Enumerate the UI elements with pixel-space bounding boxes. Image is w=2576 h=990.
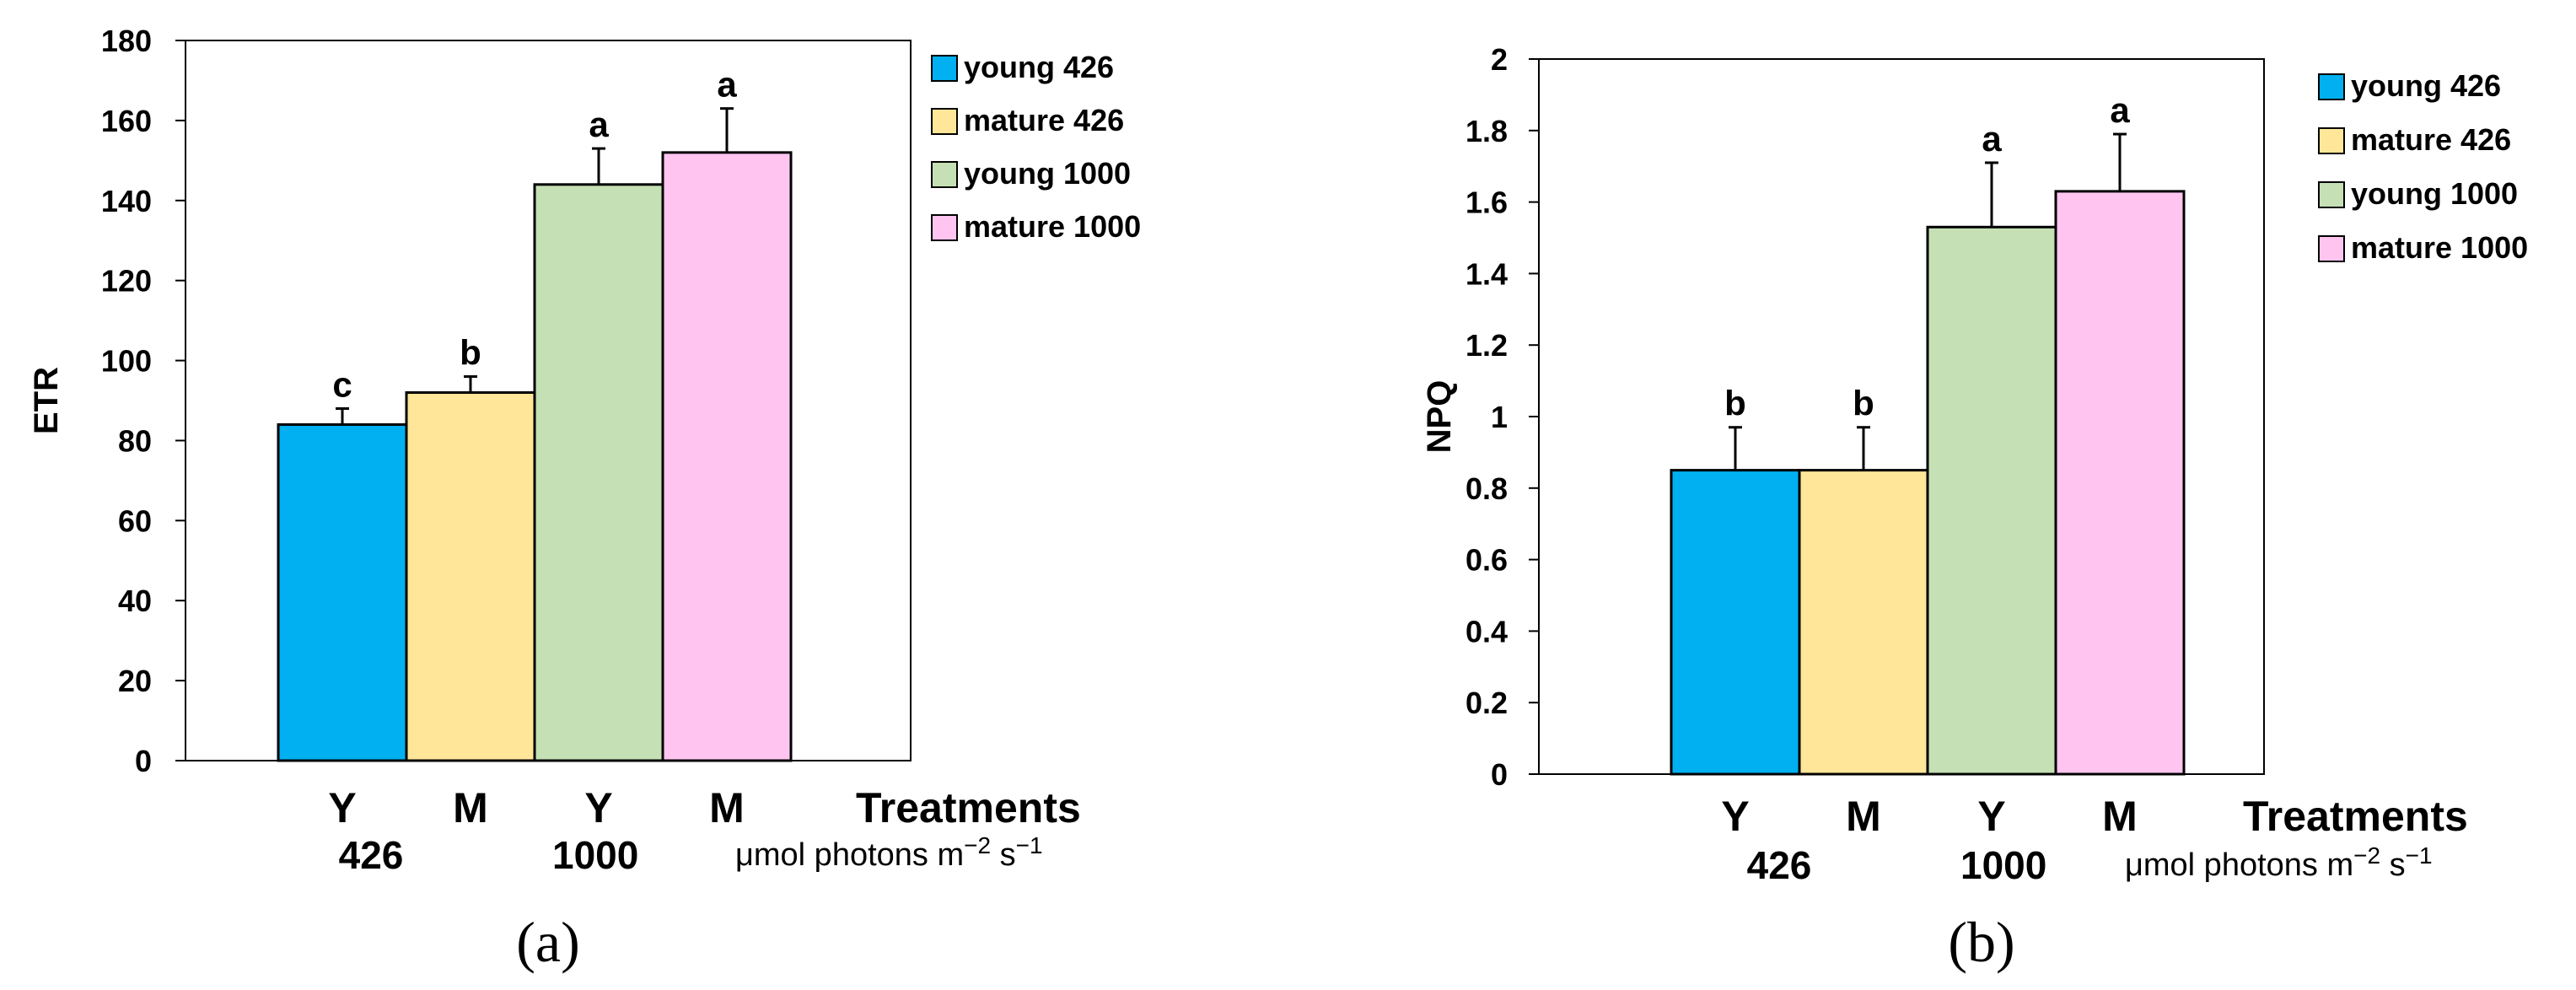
bar xyxy=(1670,469,1801,776)
y-axis-label: NPQ xyxy=(1421,380,1458,454)
unit-part: μmol photons m xyxy=(735,837,964,873)
y-tick-label: 0.6 xyxy=(1465,543,1508,578)
significance-label: a xyxy=(2110,90,2130,130)
unit-label: μmol photons m−2 s−1 xyxy=(735,832,1043,873)
y-tick-label: 1.6 xyxy=(1465,186,1508,220)
y-tick-label: 1.8 xyxy=(1465,114,1508,148)
legend-swatch xyxy=(931,161,958,188)
legend-label: young 426 xyxy=(2351,68,2501,103)
bar xyxy=(661,151,793,762)
significance-label: b xyxy=(1853,384,1874,423)
y-tick-label: 180 xyxy=(101,24,152,58)
legend-swatch xyxy=(931,55,958,82)
y-tick-label: 40 xyxy=(118,584,152,618)
bar xyxy=(533,183,664,762)
category-label: Y xyxy=(584,784,612,831)
significance-label: b xyxy=(1724,384,1746,423)
legend-label: young 426 xyxy=(964,50,1114,84)
legend-swatch xyxy=(2318,181,2345,208)
group-label: 1000 xyxy=(552,833,638,877)
y-tick-label: 160 xyxy=(101,104,152,138)
legend-label: young 1000 xyxy=(964,156,1131,191)
category-label: M xyxy=(709,784,745,831)
bar xyxy=(1926,225,2057,776)
category-label: Y xyxy=(328,784,356,831)
y-tick-label: 1.2 xyxy=(1465,328,1508,363)
y-tick-label: 1.4 xyxy=(1465,256,1508,291)
y-tick-label: 60 xyxy=(118,503,152,538)
y-tick-label: 2 xyxy=(1491,42,1508,77)
y-tick-label: 0.4 xyxy=(1465,614,1508,648)
y-tick-label: 0.8 xyxy=(1465,471,1508,506)
y-tick-label: 100 xyxy=(101,344,152,379)
unit-part: −2 xyxy=(2353,842,2380,869)
y-axis-label: ETR xyxy=(28,367,65,434)
y-tick-label: 140 xyxy=(101,184,152,218)
significance-label: b xyxy=(460,333,481,373)
chart-panel-2: 0 0.2 0.4 0.6 0.8 1 1.2 1.4 1.6 1.8 2 NPQ b Yb Ma Ya M Tr… xyxy=(1421,42,2528,974)
legend-label: mature 1000 xyxy=(964,209,1141,244)
bar xyxy=(405,391,536,762)
legend-swatch xyxy=(931,108,958,135)
legend-swatch xyxy=(931,214,958,241)
y-tick-label: 0 xyxy=(135,744,152,778)
unit-label: μmol photons m−2 s−1 xyxy=(2125,842,2433,883)
legend-label: young 1000 xyxy=(2351,176,2518,211)
category-label: M xyxy=(1846,793,1881,840)
category-label: M xyxy=(453,784,488,831)
legend-swatch xyxy=(2318,127,2345,154)
group-label: 426 xyxy=(339,833,404,877)
x-axis-label: Treatments xyxy=(856,784,1081,831)
unit-part: s xyxy=(2380,847,2406,883)
significance-label: a xyxy=(589,105,609,144)
x-axis-label: Treatments xyxy=(2243,793,2468,840)
unit-part: −1 xyxy=(2406,842,2433,869)
significance-label: c xyxy=(332,364,352,404)
group-label: 426 xyxy=(1747,843,1812,887)
chart-panel-1: 0 20 40 60 80 100 120 140 160 180 ETR c Yb Ma Ya M Treat… xyxy=(28,24,1141,974)
group-label: 1000 xyxy=(1960,843,2046,887)
category-label: M xyxy=(2102,793,2138,840)
y-tick-label: 1 xyxy=(1491,400,1508,434)
unit-part: −1 xyxy=(1016,832,1043,858)
legend-swatch xyxy=(2318,235,2345,262)
category-label: Y xyxy=(1977,793,2005,840)
significance-label: a xyxy=(1982,119,2002,159)
panel-label: (b) xyxy=(1948,910,2014,974)
unit-part: μmol photons m xyxy=(2125,847,2353,883)
y-tick-label: 20 xyxy=(118,664,152,698)
y-tick-label: 0 xyxy=(1491,757,1508,792)
bar xyxy=(277,422,408,762)
y-tick-label: 0.2 xyxy=(1465,686,1508,720)
panel-label: (a) xyxy=(516,910,579,974)
bar xyxy=(2054,190,2186,776)
bar xyxy=(1798,469,1929,776)
legend-swatch xyxy=(2318,73,2345,100)
legend-label: mature 426 xyxy=(964,103,1124,137)
y-tick-label: 120 xyxy=(101,264,152,299)
unit-part: −2 xyxy=(964,832,991,858)
category-label: Y xyxy=(1721,793,1749,840)
significance-label: a xyxy=(717,65,737,105)
legend-label: mature 426 xyxy=(2351,122,2511,157)
y-tick-label: 80 xyxy=(118,423,152,458)
unit-part: s xyxy=(991,837,1016,873)
legend-label: mature 1000 xyxy=(2351,230,2528,265)
